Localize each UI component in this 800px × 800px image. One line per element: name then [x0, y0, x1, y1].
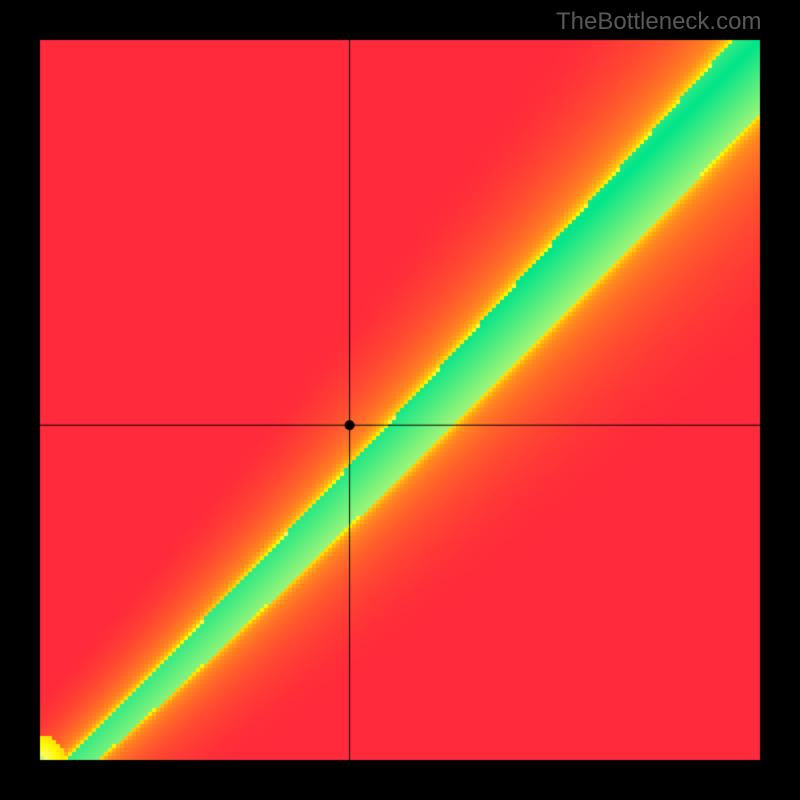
bottleneck-heatmap	[0, 0, 800, 800]
watermark-text: TheBottleneck.com	[556, 8, 761, 36]
chart-container: TheBottleneck.com	[0, 0, 800, 800]
